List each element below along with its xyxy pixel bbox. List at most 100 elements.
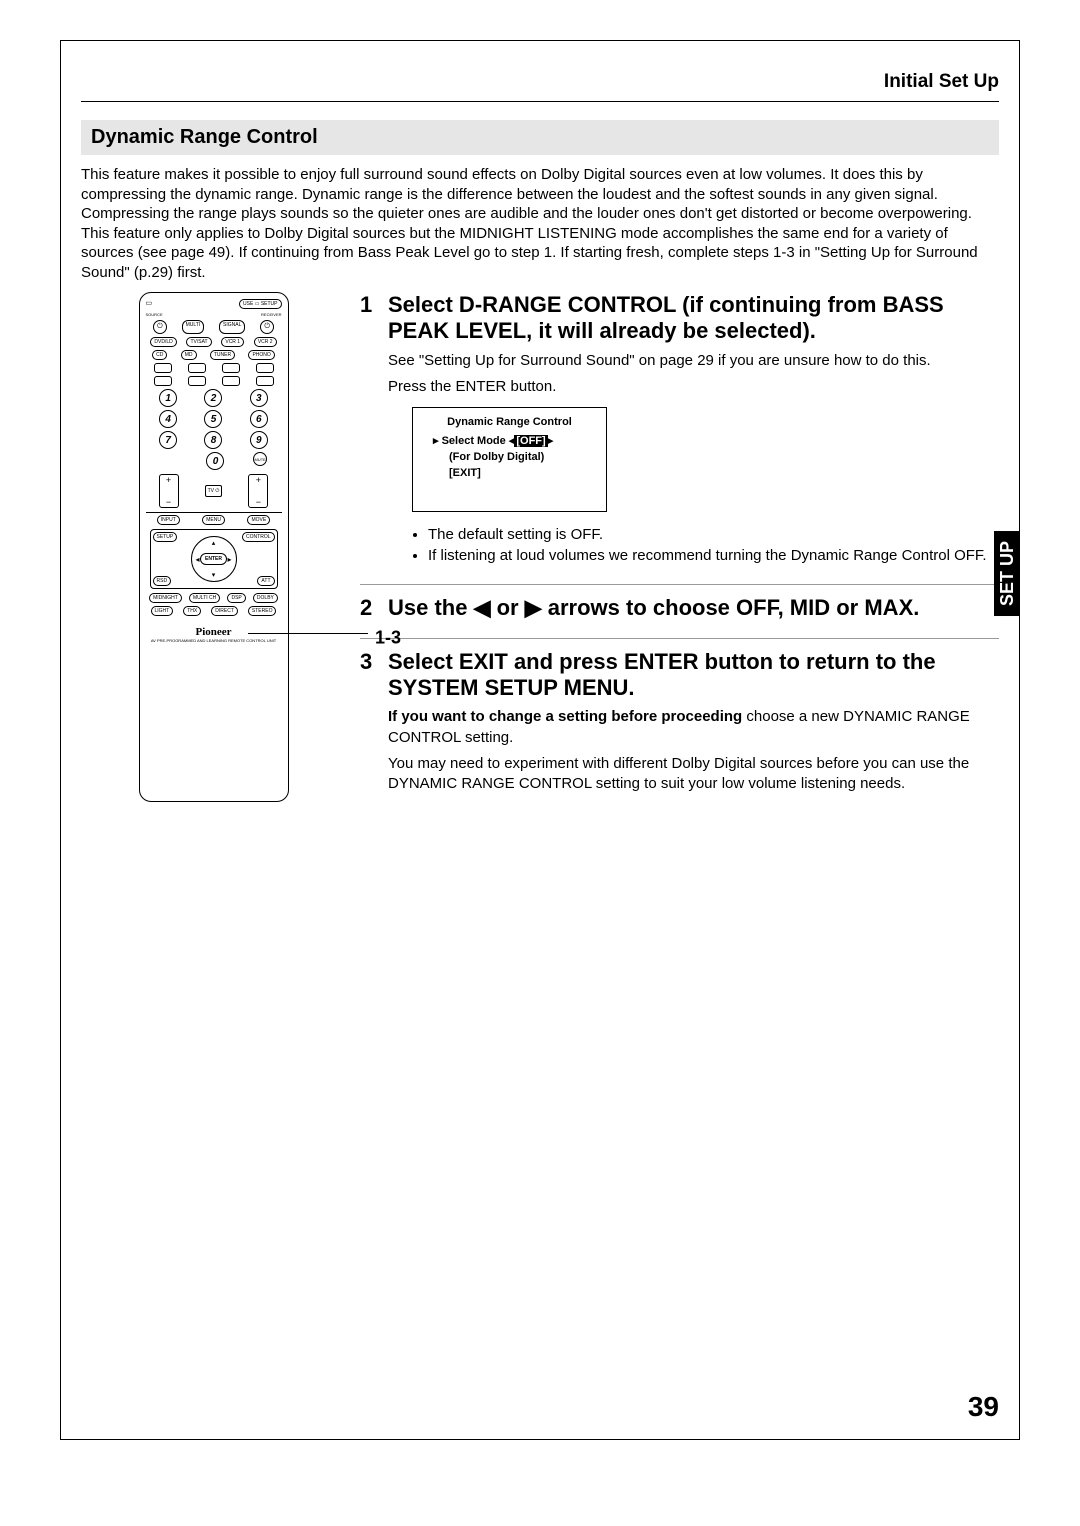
step-title: Use the ◀ or ▶ arrows to choose OFF, MID… [388, 595, 999, 621]
bullet: The default setting is OFF. [428, 524, 999, 545]
right-column: 1 Select D-RANGE CONTROL (if continuing … [360, 292, 999, 810]
ff-button [188, 376, 206, 386]
multi-btn: MULTI [182, 320, 205, 334]
transport-rec [256, 363, 274, 373]
header-title: Initial Set Up [884, 71, 999, 92]
up-icon: ▴ [212, 539, 216, 547]
right-icon: ▸ [227, 555, 231, 564]
down-icon: ▾ [212, 571, 216, 579]
src-btn: TUNER [210, 350, 235, 360]
lcd-text: ▸ [548, 435, 554, 447]
transport-play [222, 363, 240, 373]
lcd-value: [OFF] [514, 435, 547, 447]
lcd-line: ▸ Select Mode ◂[OFF]▸ [425, 434, 594, 447]
page-number: 39 [968, 1391, 999, 1423]
enter-button: ENTER [200, 553, 227, 565]
volume: +− [248, 474, 268, 508]
left-column: ▭ USE ▭ SETUP SOURCE RECEIVER ⏻ MULTI SI… [81, 292, 346, 810]
btn: THX [183, 606, 201, 616]
step-2: 2 Use the ◀ or ▶ arrows to choose OFF, M… [360, 595, 999, 627]
lcd-display: Dynamic Range Control ▸ Select Mode ◂[OF… [412, 407, 607, 512]
digit-5: 5 [204, 410, 222, 428]
mode-btn: DSP [227, 593, 245, 603]
setup-switch: USE ▭ SETUP [239, 299, 281, 309]
digit-4: 4 [159, 410, 177, 428]
divider [360, 584, 999, 585]
lcd-line: [EXIT] [425, 467, 594, 479]
section-title: Dynamic Range Control [91, 126, 989, 149]
btn: LIGHT [151, 606, 174, 616]
transport-stop [154, 363, 172, 373]
digit-0: 0 [206, 452, 224, 470]
digit-7: 7 [159, 431, 177, 449]
prev-button [222, 376, 240, 386]
dpad: SETUP CONTROL RSD ATT ▴ ▾ ◂ ▸ ENTER [150, 529, 278, 589]
step-text: See "Setting Up for Surround Sound" on p… [388, 351, 999, 371]
step-number: 1 [360, 292, 388, 574]
step-text: If you want to change a setting before p… [388, 707, 999, 748]
brand-sub: AV PRE-PROGRAMMED AND LEARNING REMOTE CO… [146, 638, 282, 643]
step-3: 3 Select EXIT and press ENTER button to … [360, 649, 999, 801]
src-btn: VCR 2 [254, 337, 277, 347]
src-btn: MD [181, 350, 197, 360]
lcd-text: ▸ Select Mode ◂ [433, 435, 514, 447]
digit-6: 6 [250, 410, 268, 428]
step-title: Select EXIT and press ENTER button to re… [388, 649, 999, 702]
src-btn: VCR 1 [221, 337, 244, 347]
power-receiver-button: ⏻ [260, 320, 274, 334]
tv-vol: +− [159, 474, 179, 508]
header: Initial Set Up [81, 71, 999, 102]
page-frame: Initial Set Up Dynamic Range Control Thi… [60, 40, 1020, 1440]
src-btn: PHONO [248, 350, 274, 360]
remote-diagram: ▭ USE ▭ SETUP SOURCE RECEIVER ⏻ MULTI SI… [139, 292, 289, 802]
receiver-label: RECEIVER [261, 312, 281, 317]
transport-pause [188, 363, 206, 373]
digit-1: 1 [159, 389, 177, 407]
columns: ▭ USE ▭ SETUP SOURCE RECEIVER ⏻ MULTI SI… [81, 292, 999, 810]
next-button [256, 376, 274, 386]
left-icon: ◂ [196, 555, 200, 564]
tv-power: TV ⏻ [205, 485, 223, 497]
move-btn: MOVE [247, 515, 270, 525]
control-btn: CONTROL [242, 532, 274, 542]
callout-label: 1-3 [375, 628, 401, 649]
att-btn: ATT [257, 576, 274, 586]
btn: STEREO [248, 606, 277, 616]
led-icon: ▭ [146, 299, 153, 309]
bullet: If listening at loud volumes we recommen… [428, 545, 999, 566]
mode-btn: DOLBY [253, 593, 278, 603]
digit-3: 3 [250, 389, 268, 407]
step-number: 3 [360, 649, 388, 801]
step-number: 2 [360, 595, 388, 627]
system-setup-btn: SETUP [153, 532, 178, 542]
mute-button: MUTE [253, 452, 267, 466]
source-label: SOURCE [146, 312, 163, 317]
section-bar: Dynamic Range Control [81, 120, 999, 155]
brand-logo: Pioneer [146, 626, 282, 638]
mode-btn: MULTI CH [189, 593, 220, 603]
bold-text: If you want to change a setting before p… [388, 708, 742, 725]
digit-8: 8 [204, 431, 222, 449]
src-btn: CD [152, 350, 167, 360]
signal-btn: SIGNAL [219, 320, 245, 334]
digit-2: 2 [204, 389, 222, 407]
step-title: Select D-RANGE CONTROL (if continuing fr… [388, 292, 999, 345]
rew-button [154, 376, 172, 386]
input-btn: INPUT [157, 515, 180, 525]
bullet-list: The default setting is OFF. If listening… [388, 524, 999, 566]
divider [360, 638, 999, 639]
step-1: 1 Select D-RANGE CONTROL (if continuing … [360, 292, 999, 574]
intro-text: This feature makes it possible to enjoy … [81, 165, 999, 282]
power-source-button: ⏻ [153, 320, 167, 334]
step-text: Press the ENTER button. [388, 377, 999, 397]
src-btn: TV/SAT [186, 337, 211, 347]
side-tab: SET UP [994, 531, 1020, 616]
digit-9: 9 [250, 431, 268, 449]
src-btn: DVD/LD [150, 337, 176, 347]
lcd-line: (For Dolby Digital) [425, 451, 594, 463]
btn: DIRECT [211, 606, 238, 616]
menu-btn: MENU [202, 515, 225, 525]
mode-btn: MIDNIGHT [149, 593, 182, 603]
callout-line [248, 633, 368, 634]
lcd-title: Dynamic Range Control [425, 416, 594, 428]
